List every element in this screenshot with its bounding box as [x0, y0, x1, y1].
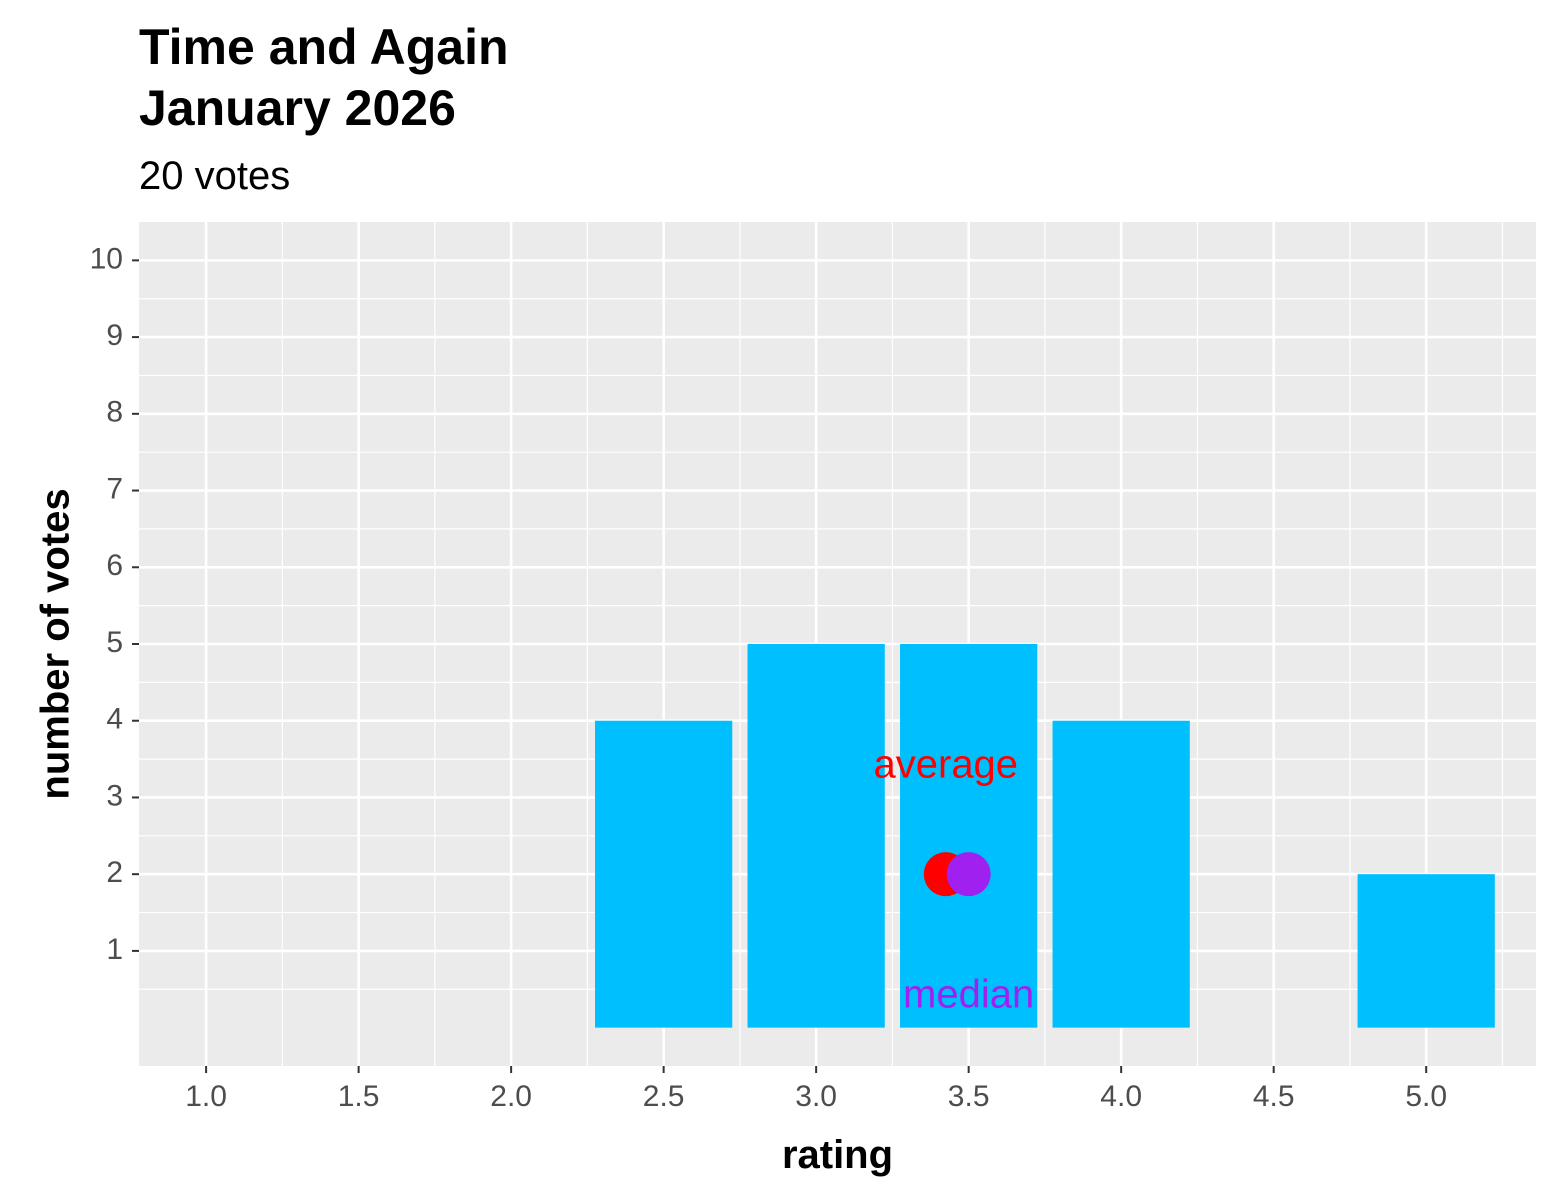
chart-subtitle: 20 votes: [139, 154, 291, 198]
x-tick-label: 2.5: [643, 1080, 685, 1113]
y-tick-label: 8: [106, 396, 123, 429]
y-tick-label: 5: [106, 626, 123, 659]
x-tick-label: 4.0: [1100, 1080, 1142, 1113]
y-tick-label: 6: [106, 549, 123, 582]
bar-rating-2-5: [595, 720, 733, 1028]
y-tick-label: 4: [106, 703, 123, 736]
average-label: average: [874, 742, 1019, 786]
median-label: median: [903, 973, 1034, 1017]
x-tick-label: 3.0: [795, 1080, 837, 1113]
x-tick-label: 5.0: [1405, 1080, 1447, 1113]
bars: [595, 644, 1495, 1028]
bar-rating-5-0: [1357, 874, 1495, 1028]
x-tick-label: 4.5: [1253, 1080, 1295, 1113]
chart-title-line-1: Time and Again: [139, 19, 509, 75]
chart-title-line-2: January 2026: [139, 80, 456, 136]
bar-rating-4-0: [1052, 720, 1190, 1028]
bar-rating-3-0: [747, 644, 885, 1028]
y-tick-label: 7: [106, 472, 123, 505]
markers: [923, 852, 991, 897]
axes: 1.0 1.5 2.0 2.5 3.0 3.5 4.0 4.5 5.0 1 2 3 4 5 6 7 8 9 10: [90, 242, 1447, 1113]
y-tick-label: 3: [106, 779, 123, 812]
x-axis-title: rating: [782, 1133, 893, 1177]
y-tick-label: 10: [90, 242, 123, 275]
y-tick-label: 2: [106, 856, 123, 889]
bar-rating-3-5: [900, 644, 1038, 1028]
x-tick-label: 3.5: [948, 1080, 990, 1113]
median-marker: [946, 852, 991, 897]
y-tick-label: 9: [106, 319, 123, 352]
y-axis-title: number of votes: [34, 488, 78, 799]
annotations: average median: [874, 742, 1035, 1016]
x-tick-label: 1.5: [338, 1080, 380, 1113]
x-tick-label: 2.0: [490, 1080, 532, 1113]
y-tick-label: 1: [106, 933, 123, 966]
x-tick-label: 1.0: [185, 1080, 227, 1113]
